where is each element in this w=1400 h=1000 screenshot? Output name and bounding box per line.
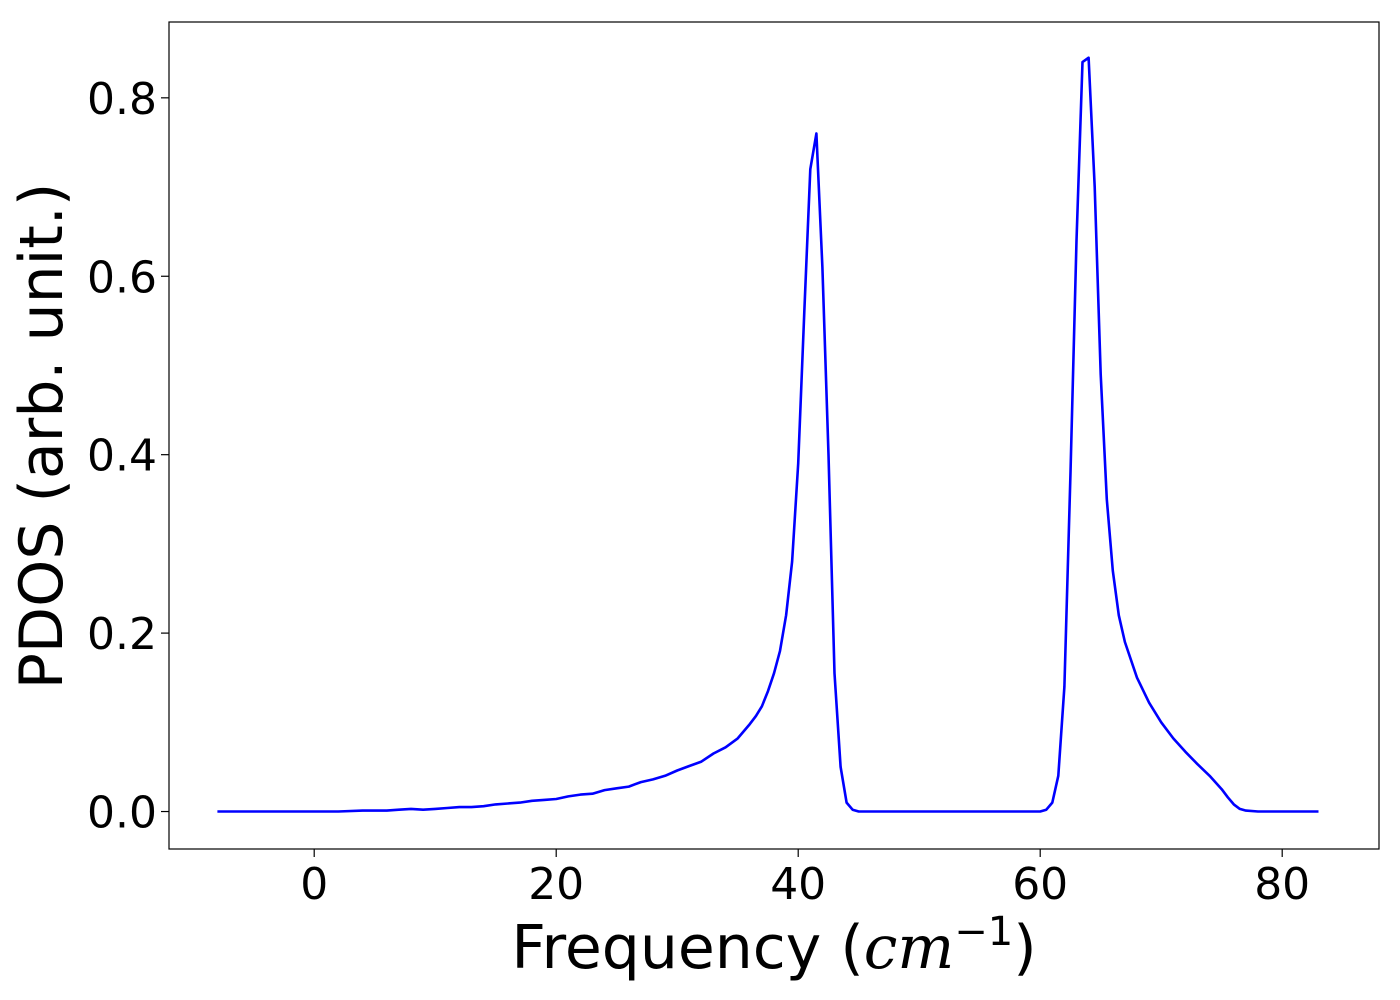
series-layer <box>217 56 1319 813</box>
x-axis-label: Frequency (cm−1) <box>511 909 1036 983</box>
x-tick-label: 80 <box>1254 859 1310 910</box>
y-tick-label: 0.2 <box>87 609 157 660</box>
x-axis-ticks: 0 20 40 60 80 <box>300 849 1310 910</box>
x-tick-label: 20 <box>528 859 584 910</box>
y-tick-label: 0.6 <box>87 252 157 303</box>
y-axis-label: PDOS (arb. unit.) <box>7 183 77 690</box>
x-tick-label: 40 <box>770 859 826 910</box>
pdos-series-line <box>217 56 1319 813</box>
y-tick-label: 0.0 <box>87 788 157 839</box>
x-tick-label: 0 <box>300 859 328 910</box>
y-tick-label: 0.8 <box>87 74 157 125</box>
x-axis-label-text: Frequency <box>511 913 821 983</box>
plot-area-frame <box>168 21 1380 850</box>
y-tick-label: 0.4 <box>87 431 157 482</box>
y-axis-ticks: 0.0 0.2 0.4 0.6 0.8 <box>87 74 169 839</box>
x-axis-unit-exponent: −1 <box>954 909 1013 955</box>
x-axis-unit-base: cm <box>864 913 955 983</box>
x-tick-label: 60 <box>1012 859 1068 910</box>
